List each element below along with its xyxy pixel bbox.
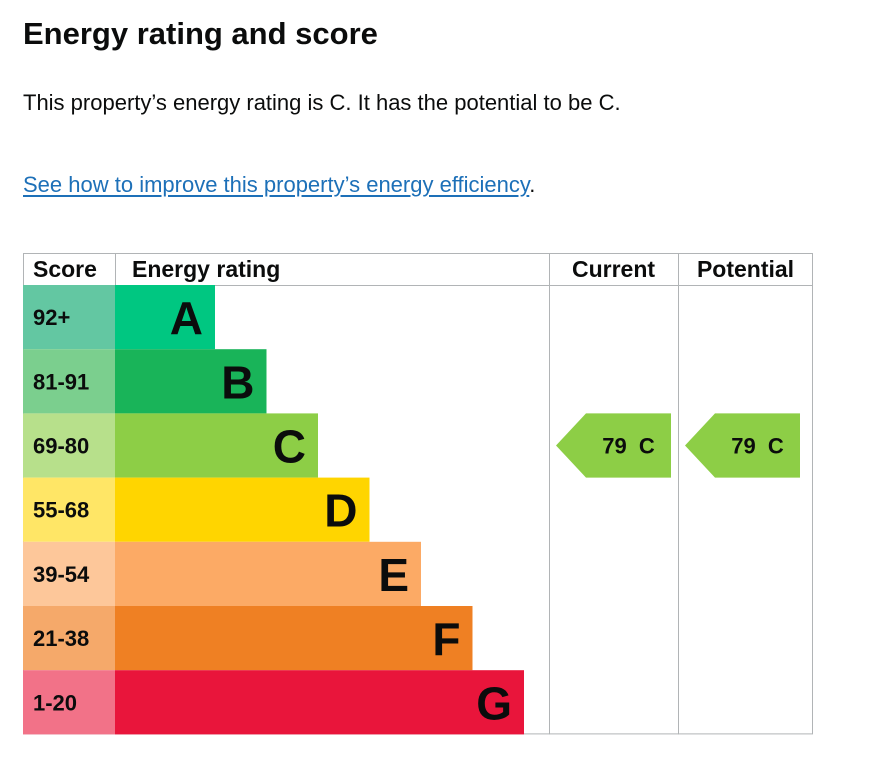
page-title: Energy rating and score [23,16,378,51]
rating-letter-d: D [324,485,357,537]
potential-rating-arrow [685,413,800,478]
header-current: Current [572,256,655,282]
score-cell-a [23,285,115,350]
improve-efficiency-link[interactable]: See how to improve this property’s energ… [23,172,530,197]
score-cell-b [23,349,115,414]
score-range-d: 55-68 [33,498,89,523]
rating-bar-a [115,285,215,350]
score-cell-g [23,670,115,735]
rating-bar-f [115,606,473,671]
score-cell-c [23,413,115,478]
score-range-b: 81-91 [33,369,89,394]
rating-bar-g [115,670,524,735]
potential-rating-label: 79 C [731,434,784,459]
score-range-c: 69-80 [33,434,89,459]
score-cell-e [23,541,115,606]
score-range-g: 1-20 [33,690,77,715]
rating-bar-d [115,477,370,542]
score-cell-d [23,477,115,542]
current-rating-label: 79 C [602,434,655,459]
rating-summary: This property’s energy rating is C. It h… [23,90,621,115]
score-range-f: 21-38 [33,626,89,651]
improve-link-line: See how to improve this property’s energ… [23,170,535,200]
score-range-a: 92+ [33,305,70,330]
rating-letter-c: C [273,421,306,473]
header-score: Score [33,256,97,282]
header-energy-rating: Energy rating [132,256,280,282]
rating-bar-e [115,541,421,606]
header-potential: Potential [697,256,794,282]
link-suffix: . [529,172,536,197]
rating-bar-b [115,349,267,414]
rating-letter-f: F [432,613,460,665]
rating-bar-c [115,413,318,478]
rating-letter-b: B [221,356,254,408]
rating-letter-a: A [170,292,203,344]
score-range-e: 39-54 [33,562,90,587]
rating-letter-e: E [378,549,409,601]
score-cell-f [23,606,115,671]
current-rating-arrow [556,413,671,478]
rating-letter-g: G [476,677,512,729]
